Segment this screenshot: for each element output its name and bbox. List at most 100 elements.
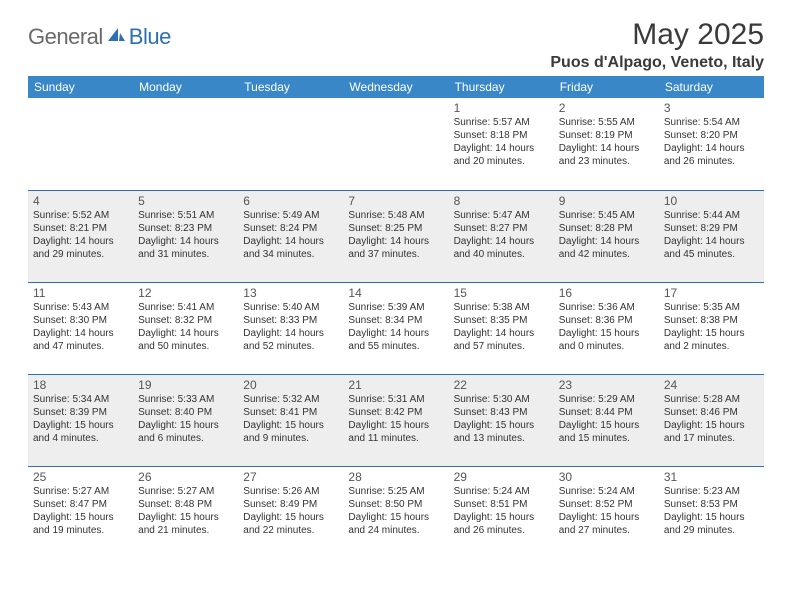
daylight-line: Daylight: 15 hours and 11 minutes. [348,419,443,445]
daylight-line: Daylight: 14 hours and 29 minutes. [33,235,128,261]
sunset-line: Sunset: 8:38 PM [664,314,759,327]
calendar-week-row: 25Sunrise: 5:27 AMSunset: 8:47 PMDayligh… [28,466,764,558]
calendar-day-cell: 29Sunrise: 5:24 AMSunset: 8:51 PMDayligh… [449,466,554,558]
title-block: May 2025 Puos d'Alpago, Veneto, Italy [550,18,764,72]
daylight-line: Daylight: 14 hours and 31 minutes. [138,235,233,261]
day-number: 20 [243,378,338,392]
calendar-week-row: 4Sunrise: 5:52 AMSunset: 8:21 PMDaylight… [28,190,764,282]
calendar-day-cell: 5Sunrise: 5:51 AMSunset: 8:23 PMDaylight… [133,190,238,282]
header: General Blue May 2025 Puos d'Alpago, Ven… [28,18,764,72]
day-number: 26 [138,470,233,484]
day-number: 30 [559,470,654,484]
day-number: 9 [559,194,654,208]
calendar-day-cell: 24Sunrise: 5:28 AMSunset: 8:46 PMDayligh… [659,374,764,466]
daylight-line: Daylight: 15 hours and 6 minutes. [138,419,233,445]
weekday-header: Tuesday [238,76,343,98]
calendar-day-cell: 11Sunrise: 5:43 AMSunset: 8:30 PMDayligh… [28,282,133,374]
sunset-line: Sunset: 8:39 PM [33,406,128,419]
calendar-table: SundayMondayTuesdayWednesdayThursdayFrid… [28,76,764,558]
sunrise-line: Sunrise: 5:47 AM [454,209,549,222]
sunset-line: Sunset: 8:27 PM [454,222,549,235]
sunrise-line: Sunrise: 5:29 AM [559,393,654,406]
sunrise-line: Sunrise: 5:23 AM [664,485,759,498]
day-number: 12 [138,286,233,300]
sunset-line: Sunset: 8:34 PM [348,314,443,327]
sunrise-line: Sunrise: 5:26 AM [243,485,338,498]
calendar-week-row: 11Sunrise: 5:43 AMSunset: 8:30 PMDayligh… [28,282,764,374]
daylight-line: Daylight: 15 hours and 9 minutes. [243,419,338,445]
sunset-line: Sunset: 8:33 PM [243,314,338,327]
calendar-day-cell: 14Sunrise: 5:39 AMSunset: 8:34 PMDayligh… [343,282,448,374]
daylight-line: Daylight: 14 hours and 50 minutes. [138,327,233,353]
weekday-header: Wednesday [343,76,448,98]
calendar-day-cell: 27Sunrise: 5:26 AMSunset: 8:49 PMDayligh… [238,466,343,558]
daylight-line: Daylight: 15 hours and 29 minutes. [664,511,759,537]
daylight-line: Daylight: 15 hours and 2 minutes. [664,327,759,353]
day-number: 2 [559,101,654,115]
sunset-line: Sunset: 8:50 PM [348,498,443,511]
sunrise-line: Sunrise: 5:38 AM [454,301,549,314]
sunset-line: Sunset: 8:25 PM [348,222,443,235]
weekday-header: Friday [554,76,659,98]
logo-sail-icon [106,25,126,50]
sunrise-line: Sunrise: 5:28 AM [664,393,759,406]
calendar-day-cell: 21Sunrise: 5:31 AMSunset: 8:42 PMDayligh… [343,374,448,466]
sunset-line: Sunset: 8:52 PM [559,498,654,511]
day-number: 8 [454,194,549,208]
day-number: 23 [559,378,654,392]
sunset-line: Sunset: 8:41 PM [243,406,338,419]
day-number: 11 [33,286,128,300]
calendar-day-cell: 12Sunrise: 5:41 AMSunset: 8:32 PMDayligh… [133,282,238,374]
sunrise-line: Sunrise: 5:51 AM [138,209,233,222]
calendar-day-cell: 25Sunrise: 5:27 AMSunset: 8:47 PMDayligh… [28,466,133,558]
calendar-day-cell: 16Sunrise: 5:36 AMSunset: 8:36 PMDayligh… [554,282,659,374]
sunset-line: Sunset: 8:21 PM [33,222,128,235]
sunrise-line: Sunrise: 5:57 AM [454,116,549,129]
sunrise-line: Sunrise: 5:34 AM [33,393,128,406]
daylight-line: Daylight: 15 hours and 22 minutes. [243,511,338,537]
weekday-header: Saturday [659,76,764,98]
sunrise-line: Sunrise: 5:36 AM [559,301,654,314]
sunset-line: Sunset: 8:40 PM [138,406,233,419]
day-number: 14 [348,286,443,300]
daylight-line: Daylight: 14 hours and 40 minutes. [454,235,549,261]
sunrise-line: Sunrise: 5:41 AM [138,301,233,314]
sunset-line: Sunset: 8:20 PM [664,129,759,142]
sunrise-line: Sunrise: 5:31 AM [348,393,443,406]
calendar-day-cell [238,98,343,190]
sunrise-line: Sunrise: 5:48 AM [348,209,443,222]
sunset-line: Sunset: 8:32 PM [138,314,233,327]
day-number: 29 [454,470,549,484]
sunset-line: Sunset: 8:18 PM [454,129,549,142]
sunset-line: Sunset: 8:43 PM [454,406,549,419]
sunset-line: Sunset: 8:28 PM [559,222,654,235]
weekday-header: Sunday [28,76,133,98]
sunset-line: Sunset: 8:44 PM [559,406,654,419]
calendar-day-cell: 6Sunrise: 5:49 AMSunset: 8:24 PMDaylight… [238,190,343,282]
calendar-day-cell [343,98,448,190]
day-number: 21 [348,378,443,392]
sunset-line: Sunset: 8:46 PM [664,406,759,419]
daylight-line: Daylight: 15 hours and 15 minutes. [559,419,654,445]
daylight-line: Daylight: 14 hours and 47 minutes. [33,327,128,353]
calendar-day-cell: 15Sunrise: 5:38 AMSunset: 8:35 PMDayligh… [449,282,554,374]
day-number: 25 [33,470,128,484]
daylight-line: Daylight: 14 hours and 52 minutes. [243,327,338,353]
logo-text-blue: Blue [129,24,171,50]
sunrise-line: Sunrise: 5:32 AM [243,393,338,406]
sunset-line: Sunset: 8:29 PM [664,222,759,235]
calendar-day-cell: 13Sunrise: 5:40 AMSunset: 8:33 PMDayligh… [238,282,343,374]
day-number: 16 [559,286,654,300]
daylight-line: Daylight: 15 hours and 24 minutes. [348,511,443,537]
daylight-line: Daylight: 14 hours and 55 minutes. [348,327,443,353]
daylight-line: Daylight: 14 hours and 57 minutes. [454,327,549,353]
day-number: 5 [138,194,233,208]
calendar-day-cell: 7Sunrise: 5:48 AMSunset: 8:25 PMDaylight… [343,190,448,282]
daylight-line: Daylight: 15 hours and 0 minutes. [559,327,654,353]
day-number: 10 [664,194,759,208]
daylight-line: Daylight: 15 hours and 27 minutes. [559,511,654,537]
calendar-day-cell: 30Sunrise: 5:24 AMSunset: 8:52 PMDayligh… [554,466,659,558]
calendar-day-cell: 28Sunrise: 5:25 AMSunset: 8:50 PMDayligh… [343,466,448,558]
sunrise-line: Sunrise: 5:49 AM [243,209,338,222]
calendar-day-cell: 22Sunrise: 5:30 AMSunset: 8:43 PMDayligh… [449,374,554,466]
